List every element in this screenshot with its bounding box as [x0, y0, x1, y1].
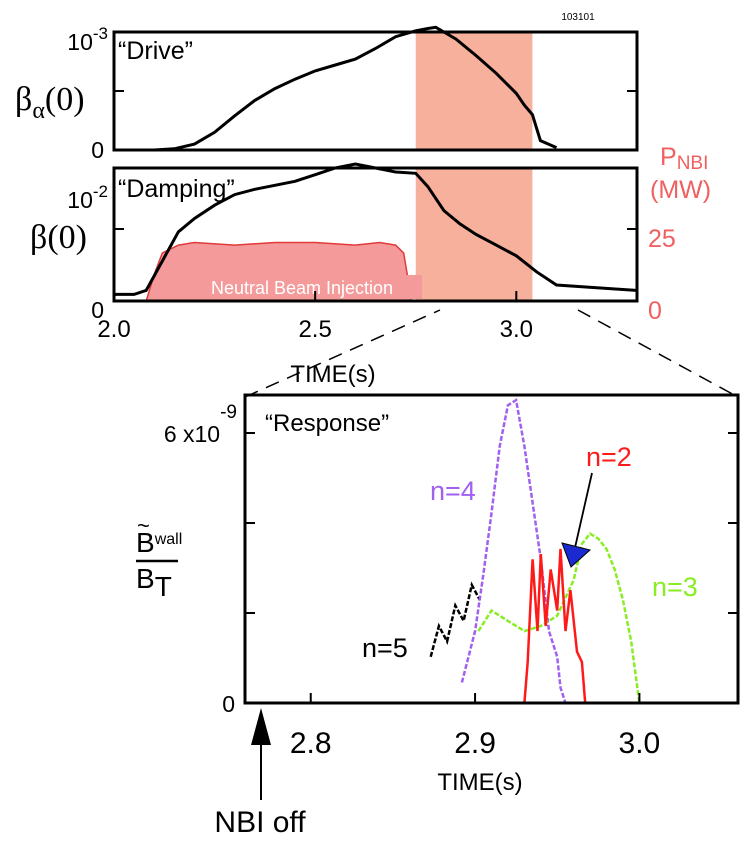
series-trace-n2 — [523, 548, 587, 704]
response-y-label-numerator: Bwall — [136, 527, 182, 558]
drive-title: “Drive” — [118, 37, 193, 65]
nbi-off-label: NBI off — [214, 806, 306, 839]
damping-x-tick-label: 3.0 — [500, 316, 533, 343]
pnbi-tick-0: 0 — [648, 297, 662, 325]
response-panel: 2.8 2.9 3.0 “Response” 6 x10-9 0 ~ Bwall B… — [136, 393, 740, 839]
damping-y-bottom-label: 0 — [91, 297, 104, 323]
damping-x-tick-label: 2.5 — [298, 316, 331, 343]
response-y-top-label: 6 x10-9 — [164, 402, 237, 447]
series-label-n5: n=5 — [362, 633, 408, 663]
series-label-n2: n=2 — [586, 442, 632, 472]
zoom-guide-right — [577, 309, 739, 398]
damping-x-ticks: 2.0 2.5 3.0 — [97, 291, 533, 343]
damping-trace — [114, 162, 638, 296]
response-x-tick-label: 2.9 — [454, 727, 496, 760]
response-x-label: TIME(s) — [437, 769, 522, 796]
damping-y-top-label: 10-2 — [67, 182, 108, 213]
response-x-ticks: 2.8 2.9 3.0 — [290, 693, 660, 760]
damping-panel: Neutral Beam Injection 2.0 2.5 3.0 “Dampin… — [30, 143, 711, 388]
n2-pointer-line — [573, 472, 593, 553]
response-frame — [243, 393, 740, 705]
zoom-guide-left — [244, 309, 441, 398]
pnbi-label: PNBI — [660, 143, 708, 174]
figure-id: 103101 — [561, 12, 595, 23]
nbi-off-arrow-head — [251, 708, 271, 745]
series-trace-n4 — [460, 398, 567, 704]
series-label-n3: n=3 — [652, 572, 698, 602]
response-y-bottom-label: 0 — [222, 691, 235, 717]
pnbi-tick-25: 25 — [648, 225, 676, 253]
series-trace-n3 — [477, 531, 641, 704]
nbi-label-box — [182, 275, 422, 299]
damping-x-label: TIME(s) — [290, 361, 375, 388]
response-y-label-denominator: BT — [136, 563, 172, 602]
drive-trace — [154, 25, 558, 152]
response-x-tick-label: 3.0 — [619, 727, 661, 760]
damping-title: “Damping” — [118, 175, 235, 203]
drive-panel: “Drive” 10-3 βα(0) 0 — [15, 24, 639, 163]
series-label-n4: n=4 — [430, 476, 476, 506]
pnbi-unit: (MW) — [650, 176, 711, 204]
drive-y-label: βα(0) — [15, 81, 85, 124]
damping-x-tick-label: 2.0 — [97, 316, 130, 343]
response-x-tick-label: 2.8 — [290, 727, 332, 760]
damping-y-label: β(0) — [30, 219, 87, 256]
damping-frame — [112, 166, 639, 303]
nbi-fill-label: Neutral Beam Injection — [211, 278, 393, 298]
drive-y-top-label: 10-3 — [67, 24, 108, 55]
response-y-label: ~ Bwall BT — [136, 513, 182, 602]
n2-pointer-head — [561, 542, 592, 568]
response-title: “Response” — [265, 410, 389, 437]
response-y-label-accent: ~ — [137, 513, 150, 538]
response-series — [429, 398, 641, 704]
series-trace-n5 — [429, 581, 482, 658]
drive-y-bottom-label: 0 — [91, 137, 104, 163]
